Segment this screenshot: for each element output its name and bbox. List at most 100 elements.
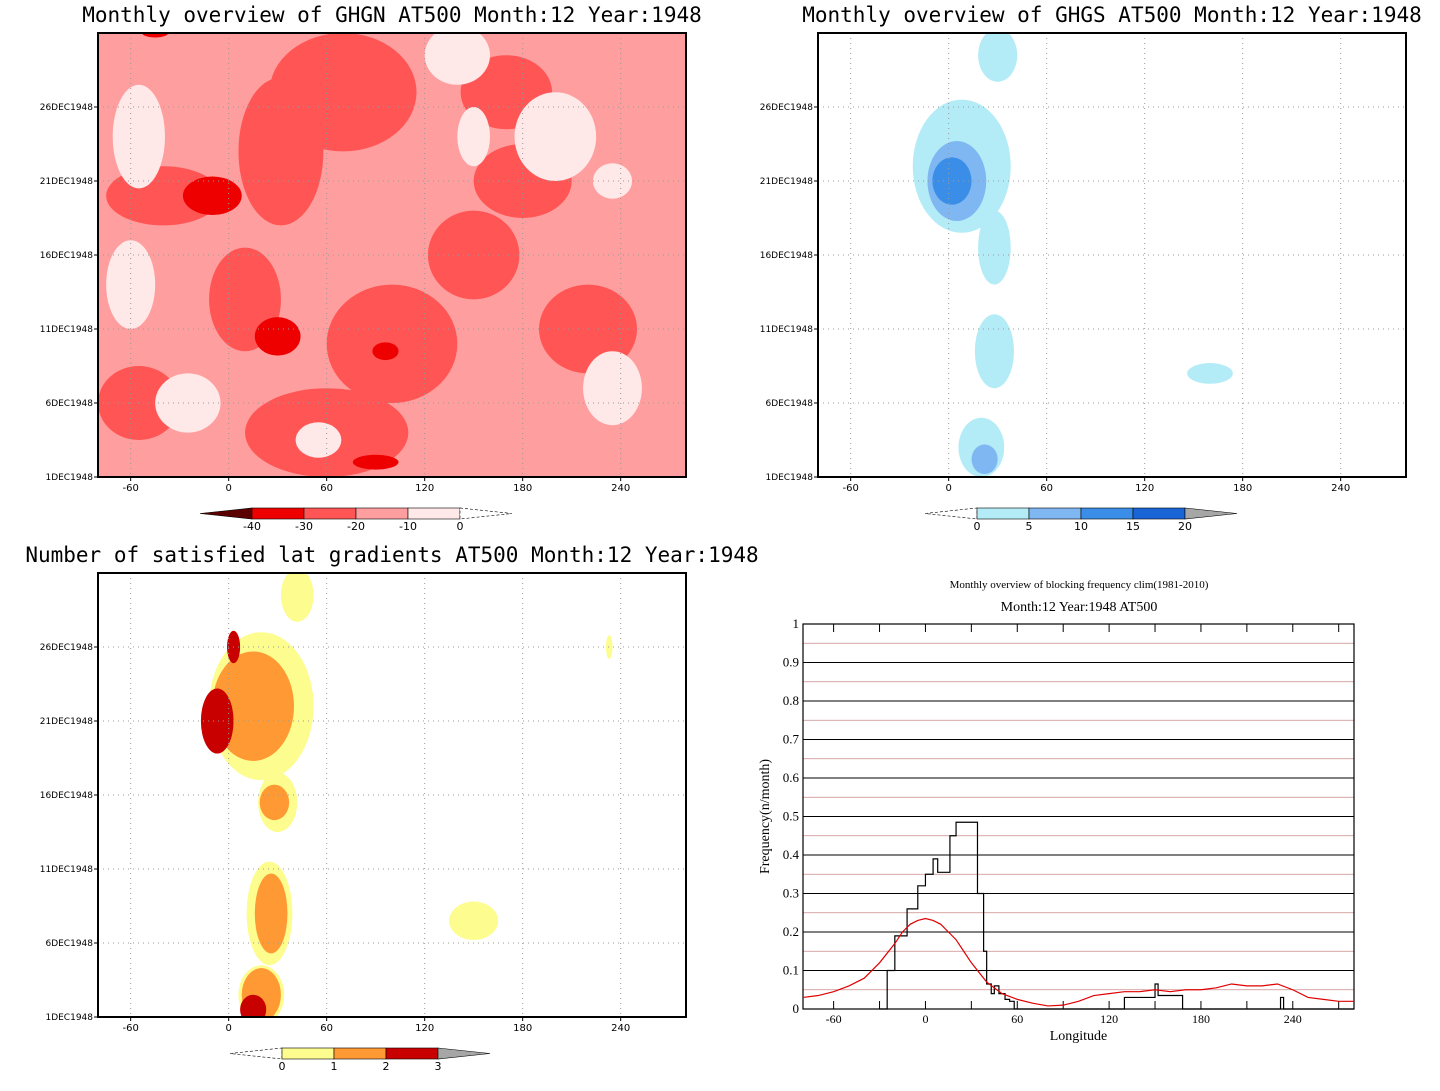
heatmap-panel-1: Monthly overview of GHGN AT500 Month:12 …: [40, 3, 702, 533]
x-tick-label: 0: [225, 1023, 231, 1034]
x-tick-label: 180: [1233, 483, 1252, 494]
x-tick-label: 180: [513, 1023, 532, 1034]
chart-title: Number of satisfied lat gradients AT500 …: [25, 543, 758, 567]
contour-region-level-minus30: [254, 317, 301, 356]
x-tick-label: 180: [513, 483, 532, 494]
colorbar-label: -40: [243, 520, 261, 533]
x-tick-label: 60: [320, 1023, 333, 1034]
colorbar-label: 10: [1074, 520, 1088, 533]
contour-region-level-minus10: [592, 163, 633, 199]
contour-region-level-minus10: [295, 422, 342, 458]
colorbar: -40 -30 -20 -10 0: [199, 507, 513, 533]
colorbar-label: 0: [974, 520, 981, 533]
colorbar-extend-low: [924, 507, 978, 520]
contour-region-level-minus10: [424, 33, 490, 85]
x-tick-label: 120: [415, 483, 434, 494]
y-tick-label: 0.7: [783, 732, 800, 747]
series-line-2: [802, 917, 1354, 1007]
heatmap-panel-3: Number of satisfied lat gradients AT500 …: [25, 543, 758, 1073]
series-line-1: [879, 821, 1354, 1010]
chart-subtitle: Month:12 Year:1948 AT500: [1001, 600, 1158, 615]
y-tick-label: 0.3: [783, 886, 799, 901]
colorbar-swatch: [1080, 507, 1134, 520]
y-tick-label: 0.4: [783, 847, 800, 862]
x-tick-label: -60: [122, 1023, 138, 1034]
contour-region-level-2: [254, 873, 288, 954]
contour-region-level-minus10: [514, 92, 597, 181]
y-tick-label: 11DEC1948: [40, 325, 94, 335]
x-tick-label: 120: [1100, 1012, 1118, 1026]
contour-region-level-0: [974, 314, 1015, 389]
y-tick-label: 6DEC1948: [765, 399, 813, 409]
x-tick-label: 240: [611, 483, 630, 494]
colorbar-label: 2: [383, 1060, 390, 1073]
colorbar-swatch: [281, 1047, 335, 1060]
contour-region-level-minus30: [372, 342, 399, 361]
contour-region-level-minus30: [142, 33, 169, 38]
contour-region-level-minus30: [182, 176, 242, 216]
y-tick-label: 26DEC1948: [760, 103, 814, 113]
colorbar-extend-high: [437, 1047, 491, 1060]
x-tick-label: 60: [320, 483, 333, 494]
contour-region-level-2: [212, 651, 294, 761]
x-tick-label: 60: [1011, 1012, 1023, 1026]
contour-region-level-2: [259, 784, 290, 821]
y-tick-label: 16DEC1948: [40, 791, 94, 801]
colorbar-label: 0: [457, 520, 464, 533]
chart-title: Monthly overview of blocking frequency c…: [950, 579, 1209, 591]
y-tick-label: 1: [793, 616, 800, 631]
y-tick-label: 0.2: [783, 924, 799, 939]
y-tick-label: 21DEC1948: [40, 717, 94, 727]
colorbar-swatch: [251, 507, 305, 520]
colorbar-extend-high: [1184, 507, 1238, 520]
y-tick-label: 0.8: [783, 693, 799, 708]
x-tick-label: 0: [945, 483, 951, 494]
x-tick-label: 0: [225, 483, 231, 494]
y-tick-label: 1DEC1948: [45, 1013, 93, 1023]
colorbar: 0 1 2 3: [229, 1047, 491, 1073]
line-chart-panel: Monthly overview of blocking frequency c…: [758, 579, 1355, 1044]
y-tick-label: 11DEC1948: [760, 325, 814, 335]
contour-region-level-0: [978, 210, 1011, 285]
y-tick-label: 26DEC1948: [40, 643, 94, 653]
colorbar-label: 5: [1026, 520, 1033, 533]
chart-title: Monthly overview of GHGN AT500 Month:12 …: [82, 3, 702, 27]
x-tick-label: 240: [1284, 1012, 1302, 1026]
x-tick-label: 240: [1331, 483, 1350, 494]
colorbar-label: 15: [1126, 520, 1140, 533]
y-tick-label: 0.1: [783, 963, 799, 978]
y-tick-label: 21DEC1948: [40, 177, 94, 187]
x-tick-label: 180: [1192, 1012, 1210, 1026]
contour-region-level-1: [280, 573, 314, 622]
y-axis-label: Frequency(n/month): [758, 759, 773, 874]
colorbar-swatch: [303, 507, 357, 520]
field-regions: [912, 33, 1233, 477]
x-axis-label: Longitude: [1050, 1029, 1108, 1044]
contour-region-level-10: [932, 157, 972, 205]
contour-region-level-0: [1187, 363, 1233, 384]
colorbar-label: -20: [347, 520, 365, 533]
colorbar-swatch: [1132, 507, 1186, 520]
contour-region-level-0: [978, 33, 1018, 82]
y-tick-label: 1DEC1948: [45, 473, 93, 483]
contour-region-level-minus10: [155, 373, 221, 433]
y-tick-label: 0: [793, 1001, 800, 1016]
colorbar-label: 20: [1178, 520, 1192, 533]
colorbar-swatch: [333, 1047, 387, 1060]
colorbar-swatch: [407, 507, 461, 520]
colorbar-label: -30: [295, 520, 313, 533]
y-tick-label: 16DEC1948: [760, 251, 814, 261]
contour-region-level-minus10: [457, 107, 490, 167]
y-tick-label: 26DEC1948: [40, 103, 94, 113]
field-background: [818, 33, 1406, 477]
y-tick-label: 0.9: [783, 655, 799, 670]
y-tick-label: 16DEC1948: [40, 251, 94, 261]
y-tick-label: 21DEC1948: [760, 177, 814, 187]
x-tick-label: -60: [826, 1012, 842, 1026]
contour-region-level-minus30: [352, 454, 399, 470]
colorbar-extend-low: [199, 507, 253, 520]
x-tick-label: 240: [611, 1023, 630, 1034]
y-tick-label: 6DEC1948: [45, 399, 93, 409]
field-regions: [98, 33, 642, 477]
